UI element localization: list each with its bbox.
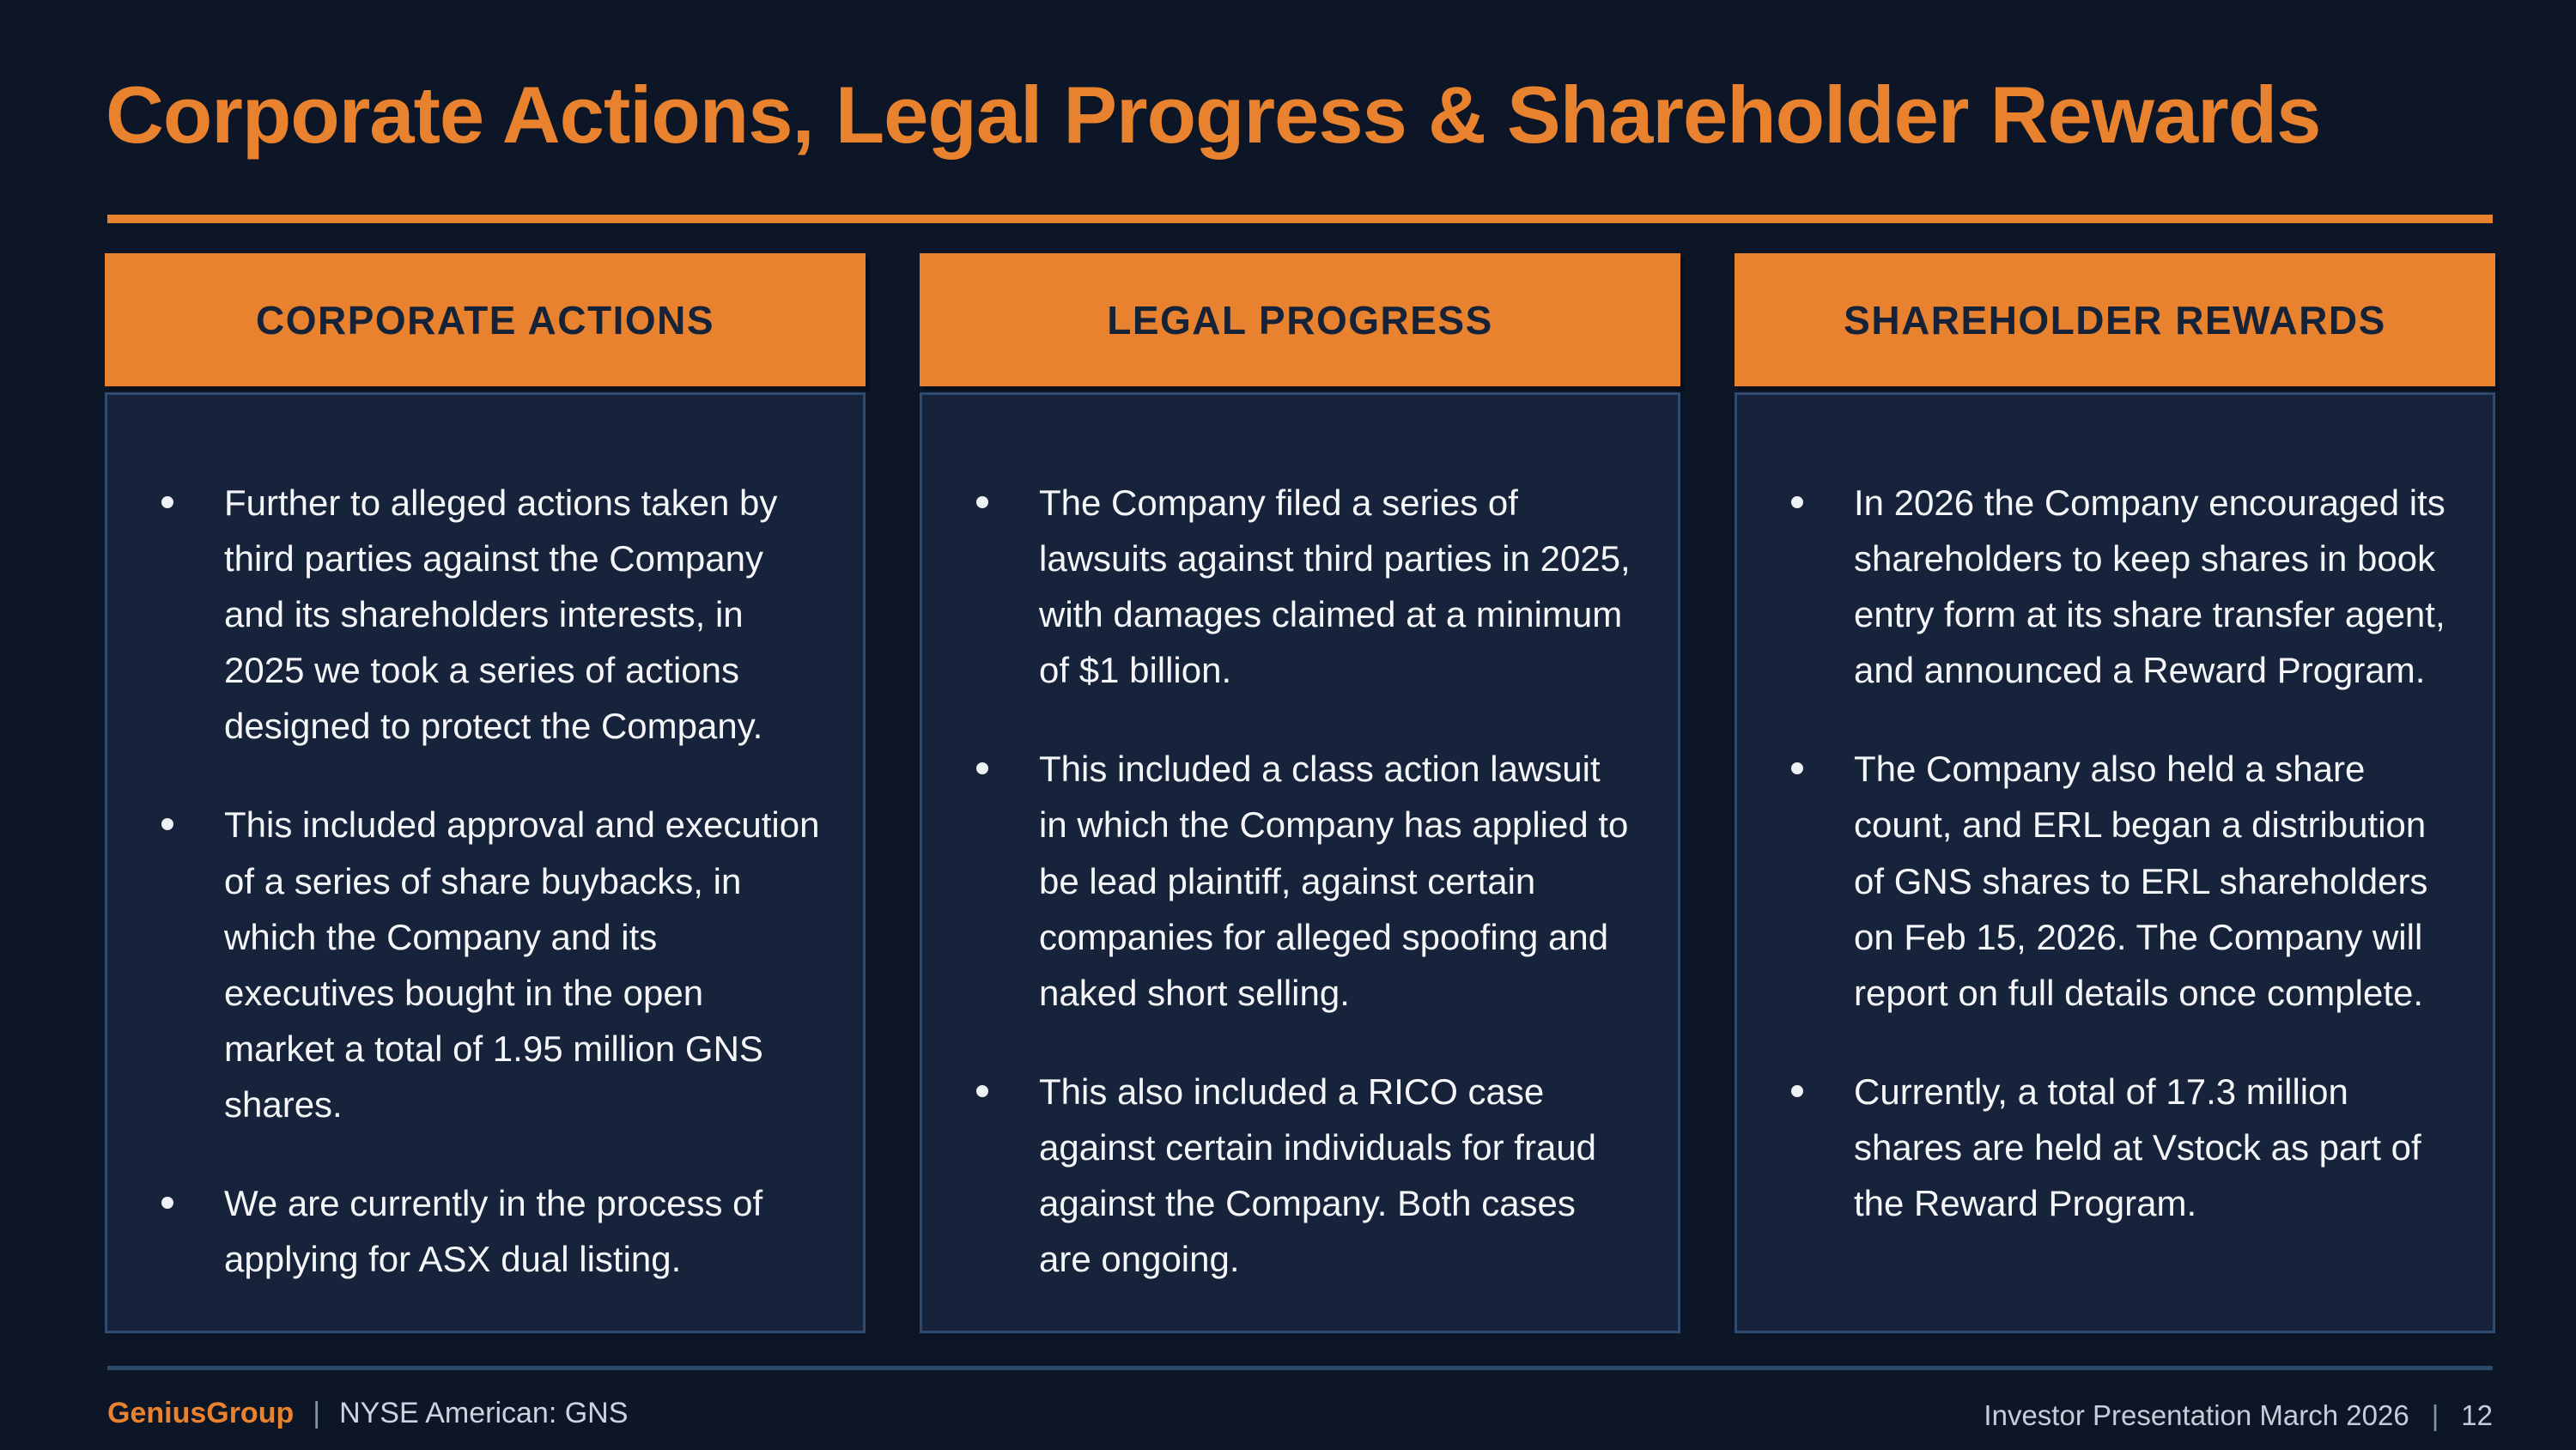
footer-separator: | — [313, 1397, 321, 1429]
bullet-text: This also included a RICO case against c… — [1039, 1071, 1597, 1280]
bullet-marker-icon — [976, 1084, 988, 1097]
bullet-text: In 2026 the Company encouraged its share… — [1854, 482, 2445, 691]
list-item: This included a class action lawsuit in … — [957, 741, 1635, 1020]
list-item: In 2026 the Company encouraged its share… — [1771, 475, 2450, 698]
footer-left: GeniusGroup | NYSE American: GNS — [107, 1397, 628, 1430]
ticker-text: NYSE American: GNS — [339, 1397, 629, 1429]
list-item: We are currently in the process of apply… — [142, 1175, 820, 1287]
column-shareholder-rewards: SHAREHOLDER REWARDS In 2026 the Company … — [1735, 253, 2495, 1333]
list-item: The Company also held a share count, and… — [1771, 741, 2450, 1020]
bullet-marker-icon — [1791, 496, 1803, 508]
columns-container: CORPORATE ACTIONS Further to alleged act… — [105, 253, 2495, 1333]
column-header-corporate-actions: CORPORATE ACTIONS — [105, 253, 866, 386]
bullet-text: Currently, a total of 17.3 million share… — [1854, 1071, 2421, 1224]
footer-divider — [107, 1366, 2493, 1370]
bullet-text: Further to alleged actions taken by thir… — [224, 482, 778, 747]
list-item: This also included a RICO case against c… — [957, 1064, 1635, 1287]
slide-title: Corporate Actions, Legal Progress & Shar… — [106, 70, 2321, 160]
footer-separator: | — [2431, 1399, 2439, 1431]
bullet-marker-icon — [161, 496, 173, 508]
bullet-marker-icon — [1791, 762, 1803, 775]
bullet-text: The Company also held a share count, and… — [1854, 749, 2428, 1013]
brand-logo-text: GeniusGroup — [107, 1397, 295, 1429]
panel-shareholder-rewards: In 2026 the Company encouraged its share… — [1735, 392, 2495, 1333]
bullet-text: This included a class action lawsuit in … — [1039, 749, 1629, 1013]
list-item: The Company filed a series of lawsuits a… — [957, 475, 1635, 698]
list-item: This included approval and execution of … — [142, 797, 820, 1132]
column-corporate-actions: CORPORATE ACTIONS Further to alleged act… — [105, 253, 866, 1333]
bullet-marker-icon — [1791, 1084, 1803, 1097]
bullet-marker-icon — [161, 1197, 173, 1210]
presentation-label: Investor Presentation March 2026 — [1984, 1399, 2409, 1431]
column-header-legal-progress: LEGAL PROGRESS — [920, 253, 1680, 386]
list-item: Currently, a total of 17.3 million share… — [1771, 1064, 2450, 1231]
list-item: Further to alleged actions taken by thir… — [142, 475, 820, 754]
column-legal-progress: LEGAL PROGRESS The Company filed a serie… — [920, 253, 1680, 1333]
bullet-marker-icon — [161, 818, 173, 831]
column-header-shareholder-rewards: SHAREHOLDER REWARDS — [1735, 253, 2495, 386]
bullet-marker-icon — [976, 496, 988, 508]
bullet-marker-icon — [976, 762, 988, 775]
bullet-text: The Company filed a series of lawsuits a… — [1039, 482, 1631, 691]
page-number: 12 — [2461, 1399, 2493, 1431]
panel-corporate-actions: Further to alleged actions taken by thir… — [105, 392, 866, 1333]
panel-legal-progress: The Company filed a series of lawsuits a… — [920, 392, 1680, 1333]
footer-right: Investor Presentation March 2026 | 12 — [1984, 1399, 2493, 1432]
bullet-text: This included approval and execution of … — [224, 804, 820, 1125]
title-underline — [107, 215, 2493, 223]
bullet-text: We are currently in the process of apply… — [224, 1183, 763, 1280]
